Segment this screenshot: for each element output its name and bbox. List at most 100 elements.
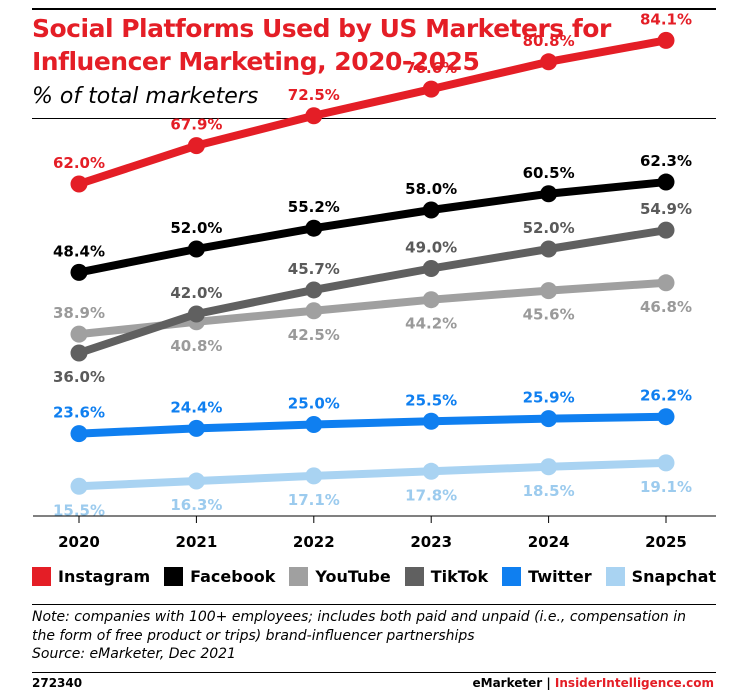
legend-swatch	[164, 566, 184, 586]
brand-separator: |	[542, 676, 555, 690]
data-label: 16.3%	[170, 496, 222, 514]
source-line: Source: eMarketer, Dec 2021	[32, 646, 236, 662]
legend-swatch	[289, 566, 309, 586]
x-tick-label: 2021	[176, 533, 218, 551]
legend-item-snapchat: Snapchat	[605, 566, 717, 586]
data-label: 67.9%	[170, 116, 222, 134]
data-point	[657, 274, 675, 292]
brand-insiderintelligence: InsiderIntelligence.com	[554, 676, 714, 690]
chart-title-line-1: Social Platforms Used by US Marketers fo…	[32, 14, 611, 43]
legend-label: Snapchat	[631, 566, 717, 586]
data-label: 52.0%	[523, 219, 575, 237]
series-line-instagram	[75, 36, 670, 188]
data-point	[70, 325, 88, 343]
data-label: 23.6%	[53, 404, 105, 422]
data-point	[305, 281, 323, 299]
data-label: 62.3%	[640, 152, 692, 170]
data-point	[305, 467, 323, 485]
data-point	[422, 291, 440, 309]
data-point	[422, 201, 440, 219]
data-point	[540, 458, 558, 476]
series-line-facebook	[75, 178, 670, 277]
legend-item-tiktok: TikTok	[404, 566, 489, 586]
data-point	[540, 185, 558, 203]
data-label: 44.2%	[405, 315, 457, 333]
series-line-twitter	[75, 412, 670, 438]
data-point	[187, 472, 205, 490]
data-label: 72.5%	[288, 86, 340, 104]
legend-swatch	[32, 566, 51, 586]
data-label: 48.4%	[53, 242, 105, 260]
data-point	[187, 305, 205, 323]
x-tick-label: 2022	[293, 533, 335, 551]
data-label: 58.0%	[405, 180, 457, 198]
x-tick-label: 2025	[645, 533, 687, 551]
data-point	[70, 263, 88, 281]
series-tiktok	[70, 221, 675, 362]
x-tick-label: 2023	[410, 533, 452, 551]
legend-swatch	[502, 566, 522, 586]
chart-id: 272340	[32, 676, 83, 690]
series-line-snapchat	[75, 458, 670, 491]
footer-rule	[32, 672, 716, 673]
data-label: 40.8%	[170, 337, 222, 355]
data-label: 80.8%	[523, 32, 575, 50]
x-tick-label: 2024	[528, 533, 570, 551]
data-point	[540, 410, 558, 428]
data-label: 38.9%	[53, 304, 105, 322]
legend-item-twitter: Twitter	[502, 566, 592, 586]
legend-swatch	[404, 566, 424, 586]
data-label: 15.5%	[53, 501, 105, 519]
notes-separator	[32, 604, 716, 605]
data-point	[657, 454, 675, 472]
data-label: 42.0%	[170, 284, 222, 302]
data-point	[187, 240, 205, 258]
data-label: 55.2%	[288, 198, 340, 216]
legend-item-facebook: Facebook	[164, 566, 275, 586]
data-label: 49.0%	[405, 239, 457, 257]
chart-legend: Instagram Facebook YouTube TikTok Twitter Sna…	[32, 563, 730, 589]
legend-label: YouTube	[315, 566, 391, 586]
data-point	[422, 412, 440, 430]
data-label: 52.0%	[170, 219, 222, 237]
data-point	[305, 302, 323, 320]
legend-swatch	[605, 566, 625, 586]
data-label: 18.5%	[523, 482, 575, 500]
data-label: 17.1%	[288, 491, 340, 509]
data-point	[187, 137, 205, 155]
data-point	[657, 221, 675, 239]
data-label: 62.0%	[53, 154, 105, 172]
data-point	[187, 419, 205, 437]
data-point	[305, 107, 323, 125]
series-youtube	[70, 274, 675, 343]
data-label: 60.5%	[523, 164, 575, 182]
data-point	[305, 416, 323, 433]
legend-item-youtube: YouTube	[289, 566, 391, 586]
line-chart: 2020 2021 2022 2023 2024 2025 62.0% 67.9% 72.5% 7…	[33, 10, 716, 551]
data-label: 45.6%	[523, 306, 575, 324]
legend-label: Twitter	[528, 566, 592, 586]
data-point	[657, 173, 675, 191]
chart-title: Social Platforms Used by US Marketers fo…	[32, 12, 732, 78]
series-facebook	[70, 173, 675, 281]
footer-brand: eMarketer | InsiderIntelligence.com	[472, 676, 714, 690]
data-label: 42.5%	[288, 326, 340, 344]
legend-label: TikTok	[430, 566, 489, 586]
data-point	[422, 462, 440, 480]
data-point	[70, 344, 88, 362]
data-label: 84.1%	[640, 10, 692, 28]
data-point	[540, 282, 558, 300]
data-point	[540, 240, 558, 258]
data-label: 54.9%	[640, 200, 692, 218]
series-instagram	[70, 31, 675, 193]
top-rule	[32, 8, 716, 10]
series-line-tiktok	[75, 226, 670, 357]
legend-label: Instagram	[58, 566, 151, 586]
data-point	[70, 175, 88, 193]
data-point	[540, 53, 558, 71]
series-twitter	[70, 408, 675, 443]
data-label: 19.1%	[640, 478, 692, 496]
data-label: 25.5%	[405, 391, 457, 409]
x-tick-label: 2020	[58, 533, 100, 551]
legend-item-instagram: Instagram	[32, 566, 151, 586]
